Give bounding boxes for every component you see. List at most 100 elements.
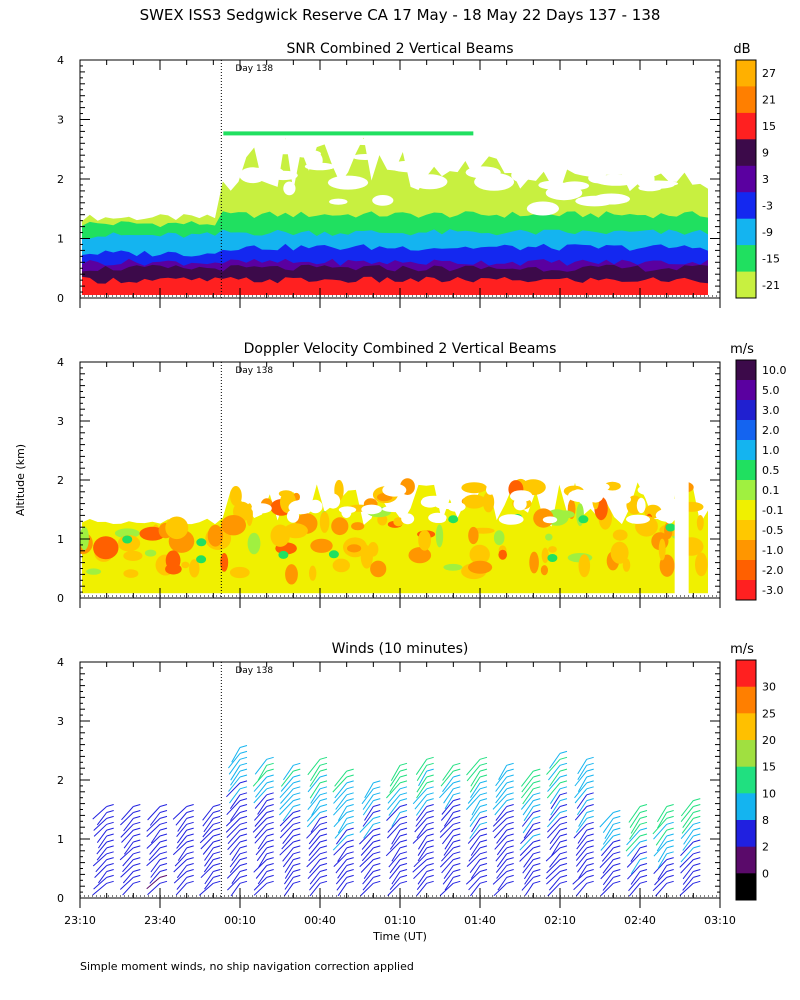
colorbar-swatch	[736, 165, 756, 193]
colorbar-swatch	[736, 420, 756, 441]
wind-barb-flag	[479, 768, 488, 772]
wind-barb	[227, 829, 241, 845]
wind-barb	[282, 853, 294, 868]
wind-barb	[657, 853, 668, 869]
wind-barb	[573, 877, 588, 891]
wind-barb-flag	[266, 839, 274, 843]
wind-barb	[176, 865, 188, 879]
snr-gap	[627, 131, 666, 146]
wind-barb	[626, 829, 641, 846]
wind-barb-flag	[399, 857, 408, 861]
wind-barb	[547, 776, 561, 792]
wind-barb-flag	[319, 845, 328, 849]
colorbar-label: -15	[762, 252, 780, 265]
velocity-patch	[435, 524, 444, 548]
wind-barb	[176, 829, 188, 844]
wind-barb	[657, 865, 668, 880]
wind-barb-flag	[586, 774, 594, 778]
wind-barb-flag	[559, 863, 568, 866]
wind-barb	[602, 829, 614, 845]
velocity-patch	[230, 486, 242, 506]
wind-barb	[252, 818, 268, 833]
wind-barb-flag	[479, 821, 488, 825]
wind-barb	[492, 794, 508, 810]
snr-gap	[327, 175, 369, 190]
wind-barb-flag	[239, 804, 248, 807]
wind-barb-flag	[426, 768, 434, 772]
y-tick-label: 1	[57, 533, 64, 546]
wind-barb	[443, 812, 454, 827]
wind-barb	[387, 882, 401, 896]
wind-barb-flag	[159, 827, 168, 831]
wind-barb-flag	[559, 827, 568, 831]
wind-barb	[122, 853, 134, 867]
wind-barb	[546, 859, 561, 874]
velocity-patch	[328, 550, 339, 559]
velocity-gap	[568, 489, 591, 502]
wind-barb	[176, 877, 188, 890]
colorbar-swatch	[736, 480, 756, 501]
wind-barb-flag	[133, 810, 141, 813]
wind-barb	[93, 823, 108, 837]
wind-barb	[388, 853, 401, 868]
wind-barb	[548, 806, 561, 821]
wind-barb	[442, 871, 454, 885]
wind-barb-flag	[293, 815, 301, 819]
wind-barb	[309, 770, 321, 787]
x-tick-label: 02:40	[624, 914, 656, 927]
wind-barb-flag	[133, 869, 141, 872]
wind-barb	[310, 818, 321, 833]
snr-panel-title: SNR Combined 2 Vertical Beams	[286, 41, 513, 57]
wind-barb	[334, 770, 348, 787]
wind-barb	[284, 859, 294, 873]
wind-barb	[308, 835, 321, 850]
colorbar-label: 15	[762, 761, 776, 774]
wind-barb-flag	[159, 839, 168, 843]
wind-barb-flag	[346, 774, 354, 778]
snr-gap	[461, 145, 494, 154]
wind-barb-flag	[293, 774, 301, 778]
wind-barb-flag	[613, 833, 621, 837]
wind-barb	[414, 794, 428, 810]
wind-barb-flag	[159, 863, 168, 866]
velocity-patch	[331, 517, 349, 536]
wind-barb	[253, 776, 268, 792]
wind-barb-flag	[559, 833, 568, 837]
wind-barb-flag	[666, 815, 674, 819]
wind-barb-flag	[586, 839, 594, 843]
wind-barb	[255, 782, 268, 798]
wind-barb	[363, 824, 374, 839]
wind-barb-flag	[399, 874, 408, 878]
wind-barb	[467, 829, 481, 844]
wind-barb-flag	[399, 851, 408, 855]
velocity-patch	[189, 559, 200, 578]
wind-barb-flag	[479, 804, 488, 807]
wind-barb-flag	[666, 827, 674, 831]
wind-barb-flag	[399, 792, 408, 796]
velocity-patch	[665, 523, 676, 532]
velocity-patch	[144, 549, 157, 557]
wind-barb-flag	[693, 863, 701, 866]
wind-barb	[469, 859, 481, 873]
wind-barb	[388, 800, 401, 816]
wind-barb	[310, 765, 321, 781]
wind-barb	[257, 871, 268, 885]
wind-barb-flag	[106, 810, 114, 813]
wind-barb	[93, 877, 108, 890]
wind-barb-flag	[506, 786, 514, 790]
wind-barb-flag	[533, 839, 541, 843]
colorbar-swatch	[736, 460, 756, 481]
wind-barb-flag	[319, 780, 328, 784]
wind-barb	[199, 829, 214, 844]
wind-barb-flag	[666, 833, 674, 837]
wind-barb-flag	[293, 845, 301, 849]
colorbar-swatch	[736, 86, 756, 114]
snr-gap	[304, 162, 335, 171]
wind-barb	[360, 841, 374, 856]
wind-barb-flag	[239, 798, 248, 802]
velocity-gap	[542, 516, 558, 524]
wind-barb-flag	[426, 839, 434, 843]
wind-barb	[362, 812, 374, 827]
wind-barb-flag	[533, 798, 541, 802]
wind-barb-flag	[186, 857, 194, 861]
